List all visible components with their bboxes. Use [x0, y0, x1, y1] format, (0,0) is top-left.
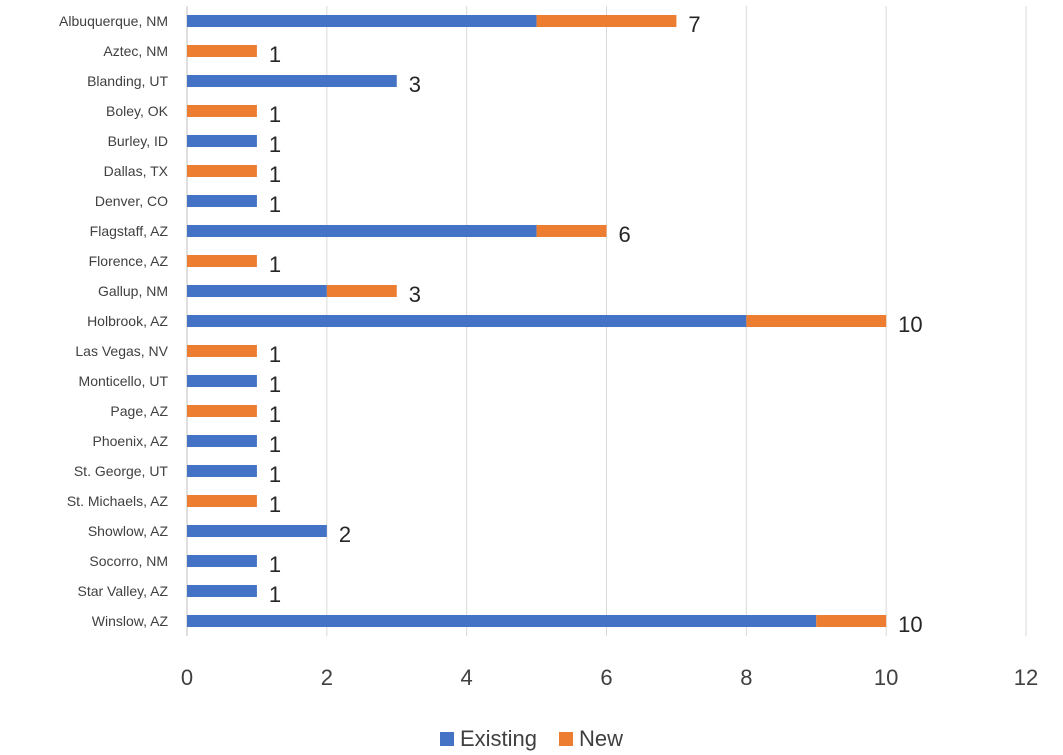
- bar-existing: [187, 315, 747, 327]
- legend-label-existing: Existing: [459, 725, 538, 751]
- category-label: Holbrook, AZ: [87, 313, 168, 329]
- data-label: 1: [269, 162, 281, 187]
- bar-existing: [187, 555, 257, 567]
- x-tick-label: 12: [1014, 665, 1038, 690]
- x-tick-label: 2: [321, 665, 333, 690]
- bar-existing: [187, 585, 257, 597]
- bar-existing: [187, 435, 257, 447]
- bar-new: [326, 285, 397, 297]
- data-label: 3: [409, 282, 421, 307]
- bar-new: [187, 255, 257, 267]
- bar-new: [746, 315, 887, 327]
- data-label: 6: [619, 222, 631, 247]
- category-label: Phoenix, AZ: [93, 433, 169, 449]
- category-label: Aztec, NM: [103, 43, 168, 59]
- category-label: Flagstaff, AZ: [90, 223, 169, 239]
- data-label: 1: [269, 132, 281, 157]
- bar-existing: [187, 225, 537, 237]
- x-tick-label: 4: [461, 665, 473, 690]
- x-tick-label: 0: [181, 665, 193, 690]
- category-label: Monticello, UT: [79, 373, 169, 389]
- category-label: Denver, CO: [95, 193, 168, 209]
- bar-existing: [187, 15, 537, 27]
- data-label: 1: [269, 462, 281, 487]
- category-label: St. George, UT: [74, 463, 169, 479]
- category-label: Winslow, AZ: [92, 613, 169, 629]
- bar-existing: [187, 285, 327, 297]
- category-label: Boley, OK: [106, 103, 169, 119]
- legend-item-new: New: [559, 726, 623, 752]
- bar-existing: [187, 465, 257, 477]
- data-label: 1: [269, 552, 281, 577]
- bar-new: [187, 165, 257, 177]
- bar-existing: [187, 135, 257, 147]
- bar-new: [187, 405, 257, 417]
- category-label: St. Michaels, AZ: [67, 493, 169, 509]
- category-label: Socorro, NM: [89, 553, 168, 569]
- category-label: Burley, ID: [108, 133, 168, 149]
- bar-existing: [187, 75, 397, 87]
- legend: Existing New: [0, 722, 1063, 755]
- x-tick-label: 6: [600, 665, 612, 690]
- data-label: 10: [898, 612, 922, 637]
- bar-existing: [187, 525, 327, 537]
- data-label: 10: [898, 312, 922, 337]
- data-label: 1: [269, 492, 281, 517]
- legend-label-new: New: [579, 725, 624, 751]
- bar-existing: [187, 195, 257, 207]
- bar-existing: [187, 375, 257, 387]
- category-label: Gallup, NM: [98, 283, 168, 299]
- data-label: 1: [269, 102, 281, 127]
- data-label: 1: [269, 432, 281, 457]
- data-label: 1: [269, 402, 281, 427]
- bar-new: [536, 15, 677, 27]
- category-label: Blanding, UT: [87, 73, 168, 89]
- category-label: Page, AZ: [110, 403, 168, 419]
- bar-new: [187, 105, 257, 117]
- category-label: Albuquerque, NM: [59, 13, 168, 29]
- data-label: 1: [269, 42, 281, 67]
- legend-swatch-new: [559, 731, 574, 746]
- data-label: 1: [269, 582, 281, 607]
- bar-new: [187, 495, 257, 507]
- category-label: Florence, AZ: [89, 253, 169, 269]
- data-label: 1: [269, 192, 281, 217]
- bar-existing: [187, 615, 817, 627]
- category-label: Star Valley, AZ: [77, 583, 168, 599]
- x-tick-label: 10: [874, 665, 898, 690]
- bar-new: [816, 615, 887, 627]
- data-label: 1: [269, 372, 281, 397]
- bar-new: [187, 345, 257, 357]
- data-label: 3: [409, 72, 421, 97]
- data-label: 2: [339, 522, 351, 547]
- bar-new: [187, 45, 257, 57]
- category-label: Showlow, AZ: [88, 523, 169, 539]
- bar-new: [536, 225, 607, 237]
- x-tick-label: 8: [740, 665, 752, 690]
- data-label: 7: [688, 12, 700, 37]
- data-label: 1: [269, 342, 281, 367]
- legend-swatch-existing: [439, 731, 454, 746]
- category-label: Dallas, TX: [104, 163, 169, 179]
- legend-item-existing: Existing: [439, 725, 538, 752]
- category-label: Las Vegas, NV: [75, 343, 168, 359]
- data-label: 1: [269, 252, 281, 277]
